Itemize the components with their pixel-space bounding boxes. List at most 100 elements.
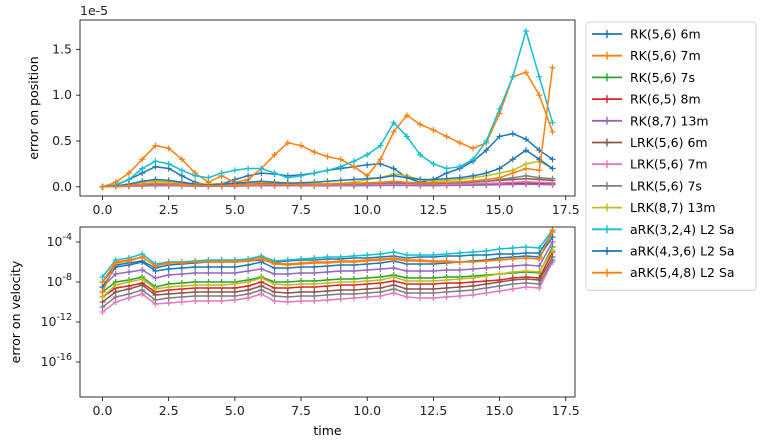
data-point-marker xyxy=(364,278,371,284)
legend-marker xyxy=(603,203,611,212)
data-point-marker xyxy=(377,277,384,283)
data-point-marker xyxy=(509,73,516,80)
data-point-marker xyxy=(443,289,450,295)
data-point-marker xyxy=(483,147,490,154)
legend-entry: LRK(5,6) 7m xyxy=(592,157,708,172)
data-point-marker xyxy=(443,165,450,172)
data-point-marker xyxy=(350,268,357,274)
data-point-marker xyxy=(536,263,543,269)
data-point-marker xyxy=(496,133,503,140)
y-tick-label: 10-16 xyxy=(41,352,72,369)
data-point-marker xyxy=(483,138,490,144)
legend-entry: LRK(8,7) 13m xyxy=(592,200,716,215)
legend-marker xyxy=(603,73,611,82)
legend-entry: RK(6,5) 8m xyxy=(592,92,701,107)
data-point-marker xyxy=(549,234,556,240)
data-point-marker xyxy=(430,127,437,133)
data-point-marker xyxy=(509,170,516,177)
x-tick-label: 0.0 xyxy=(93,202,113,217)
data-point-marker xyxy=(165,266,172,272)
data-point-marker xyxy=(311,149,318,155)
legend-entry: RK(5,6) 7m xyxy=(592,48,701,63)
data-point-marker xyxy=(125,291,132,297)
series-LRK(8,7) 13m xyxy=(99,247,556,300)
data-point-marker xyxy=(152,297,159,303)
data-point-marker xyxy=(403,268,410,274)
data-point-marker xyxy=(523,147,530,154)
data-point-marker xyxy=(443,251,450,257)
data-point-marker xyxy=(364,252,371,258)
data-point-marker xyxy=(417,278,424,284)
data-point-marker xyxy=(152,286,159,292)
data-point-marker xyxy=(231,167,238,174)
data-point-marker xyxy=(523,262,530,268)
data-point-marker xyxy=(430,179,437,186)
legend-label: RK(5,6) 7s xyxy=(630,70,695,85)
data-point-marker xyxy=(284,181,291,188)
data-point-marker xyxy=(549,156,556,163)
data-point-marker xyxy=(205,259,212,265)
x-tick-label: 5.0 xyxy=(225,403,245,418)
data-point-marker xyxy=(231,270,238,276)
data-point-marker xyxy=(456,250,463,256)
legend-marker xyxy=(603,95,611,104)
data-point-marker xyxy=(364,258,371,264)
data-point-marker xyxy=(165,295,172,301)
x-tick-label: 7.5 xyxy=(291,202,311,217)
legend-entry: RK(5,6) 7s xyxy=(592,70,695,85)
data-point-marker xyxy=(390,178,397,185)
data-point-marker xyxy=(324,269,331,275)
x-tick-label: 17.5 xyxy=(552,202,580,217)
data-point-marker xyxy=(509,263,516,269)
legend-label: aRK(3,2,4) L2 Sa xyxy=(630,222,735,237)
data-point-marker xyxy=(417,268,424,274)
data-point-marker xyxy=(324,280,331,286)
data-point-marker xyxy=(178,283,185,289)
legend-label: RK(5,6) 6m xyxy=(630,27,701,42)
data-point-marker xyxy=(403,278,410,284)
data-point-marker xyxy=(523,172,530,179)
data-point-marker xyxy=(311,260,318,266)
data-point-marker xyxy=(139,165,146,172)
data-point-marker xyxy=(443,133,450,140)
y-axis-label: error on position xyxy=(26,56,41,159)
data-point-marker xyxy=(549,64,556,71)
data-point-marker xyxy=(112,282,119,288)
series-aRK(5,4,8) L2 Sa xyxy=(99,64,556,190)
data-point-marker xyxy=(430,252,437,258)
data-point-marker xyxy=(165,145,172,152)
data-point-marker xyxy=(165,260,172,266)
data-point-marker xyxy=(390,119,397,126)
data-point-marker xyxy=(350,158,357,165)
legend-label: LRK(5,6) 7s xyxy=(630,178,702,193)
series-RK(8,7) 13m xyxy=(99,239,556,290)
data-point-marker xyxy=(350,291,357,297)
axis-offset-text: 1e-5 xyxy=(80,3,108,18)
x-tick-label: 2.5 xyxy=(159,403,179,418)
data-point-marker xyxy=(509,156,516,163)
data-point-marker xyxy=(298,142,305,149)
data-point-marker xyxy=(178,167,185,174)
data-point-marker xyxy=(456,139,463,146)
x-tick-label: 15.0 xyxy=(486,403,514,418)
data-point-marker xyxy=(403,290,410,296)
data-point-marker xyxy=(152,275,159,281)
data-point-marker xyxy=(271,170,278,177)
data-point-marker xyxy=(496,105,503,112)
data-point-marker xyxy=(390,128,397,135)
data-point-marker xyxy=(377,156,384,163)
data-point-marker xyxy=(258,181,265,188)
data-point-marker xyxy=(417,121,424,128)
y-axis-label: error on velocity xyxy=(8,260,23,363)
data-point-marker xyxy=(483,170,490,177)
data-point-marker xyxy=(430,290,437,296)
data-point-marker xyxy=(205,174,212,181)
data-point-marker xyxy=(192,270,199,276)
legend-marker xyxy=(603,225,611,234)
data-point-marker xyxy=(258,165,265,172)
data-point-marker xyxy=(377,142,384,149)
data-point-marker xyxy=(271,293,278,299)
data-point-marker xyxy=(496,165,503,172)
x-tick-label: 2.5 xyxy=(159,202,179,217)
